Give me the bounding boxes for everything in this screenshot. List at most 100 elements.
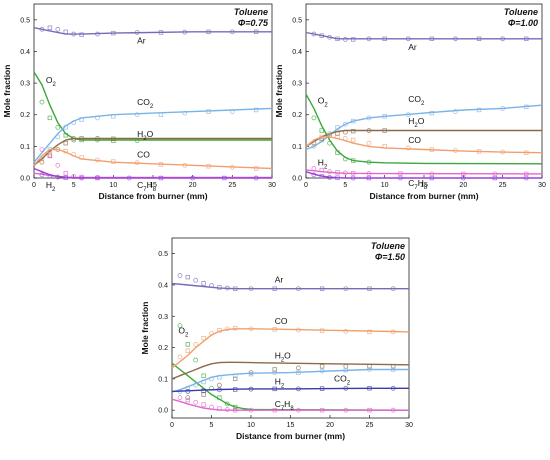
data-point <box>453 109 458 114</box>
label-sub: 2 <box>324 103 328 109</box>
x-tick-label: 10 <box>109 182 117 189</box>
data-point <box>193 357 199 363</box>
species-label: H2 <box>275 377 285 390</box>
label-main: H <box>137 129 143 139</box>
species-label: Ar <box>408 42 417 52</box>
x-tick-label: 5 <box>210 422 214 429</box>
x-tick-label: 30 <box>405 422 413 429</box>
y-tick-label: 0.5 <box>20 17 30 24</box>
label-after: H <box>284 399 290 409</box>
species-label: H2O <box>137 129 153 142</box>
label-sub: 7 <box>281 406 285 412</box>
data-point <box>63 140 68 146</box>
y-tick-label: 0.0 <box>20 176 30 183</box>
y-tick-label: 0.3 <box>158 314 168 321</box>
label-sub: 7 <box>143 187 147 193</box>
label-after: H <box>418 178 424 188</box>
label-main: H <box>46 180 52 190</box>
species-label: CO2 <box>408 94 425 107</box>
x-tick-label: 15 <box>420 182 428 189</box>
data-point <box>405 145 411 151</box>
data-point <box>39 147 45 152</box>
data-point <box>39 99 45 105</box>
series-line-c7h8 <box>305 171 542 179</box>
data-point <box>39 159 45 165</box>
series-line-c7h8 <box>171 398 409 411</box>
data-point <box>366 140 372 146</box>
y-tick-label: 0.3 <box>20 81 30 88</box>
data-point <box>311 143 317 149</box>
species-label: CO <box>137 149 150 159</box>
y-tick-label: 0.2 <box>292 112 302 119</box>
data-point <box>55 26 61 32</box>
chart-subtitle: Φ=0.75 <box>238 18 269 28</box>
data-point <box>224 401 230 407</box>
chart-title: Toluene <box>371 241 405 251</box>
data-point <box>63 171 68 176</box>
data-point <box>367 329 372 335</box>
chart-panel-3: 0 5 10 15 20 25 30 0.0 0.1 0.2 0.3 0.4 0.5 Distance f… <box>140 237 413 441</box>
series-line-co <box>305 136 543 154</box>
species-label: O2 <box>46 75 57 88</box>
chart-subtitle: Φ=1.00 <box>508 18 538 28</box>
label-sub2: 8 <box>153 187 157 193</box>
data-point <box>193 399 199 405</box>
species-label: H2O <box>408 116 424 129</box>
label-main: CO <box>408 135 421 145</box>
label-main: H <box>275 351 281 361</box>
x-axis-label: Distance from burner (mm) <box>369 191 478 201</box>
series-line-o2 <box>171 362 410 411</box>
species-label: Ar <box>275 274 284 284</box>
y-tick-label: 0.0 <box>292 176 302 183</box>
data-point <box>185 397 190 403</box>
x-tick-label: 20 <box>459 182 467 189</box>
label-after: O <box>147 129 154 139</box>
species-label: H2O <box>275 351 291 364</box>
y-axis-label: Mole fraction <box>2 65 12 118</box>
series-line-co2 <box>33 107 273 163</box>
data-point <box>193 342 199 347</box>
label-main: CO <box>408 94 421 104</box>
data-point <box>311 115 317 121</box>
x-tick-label: 15 <box>287 422 295 429</box>
data-point <box>55 162 61 168</box>
data-point <box>201 402 206 407</box>
data-point <box>319 128 324 133</box>
label-main: H <box>408 116 414 126</box>
label-sub: 2 <box>281 358 285 364</box>
label-main: CO <box>334 373 347 383</box>
y-tick-label: 0.4 <box>20 49 30 56</box>
data-point <box>47 153 53 159</box>
series-line-c7h8 <box>33 167 272 179</box>
label-main: Ar <box>408 42 417 52</box>
species-label: O2 <box>318 96 329 109</box>
data-point <box>216 382 222 388</box>
label-main: O <box>178 325 185 335</box>
label-main: H <box>318 157 324 167</box>
data-point <box>350 137 356 143</box>
y-tick-label: 0.0 <box>158 408 168 415</box>
x-axis-label: Distance from burner (mm) <box>236 431 345 441</box>
x-tick-label: 20 <box>326 422 334 429</box>
y-tick-label: 0.2 <box>158 345 168 352</box>
x-axis-label: Distance from burner (mm) <box>98 191 207 201</box>
x-tick-label: 15 <box>149 182 157 189</box>
data-point <box>177 354 183 360</box>
data-point <box>47 25 53 30</box>
data-point <box>177 395 183 401</box>
data-point <box>201 373 206 378</box>
series-line-ar <box>305 31 542 40</box>
y-tick-label: 0.2 <box>20 112 30 119</box>
data-point <box>272 367 277 372</box>
x-tick-label: 5 <box>72 182 76 189</box>
label-main: C <box>408 178 414 188</box>
label-sub2: 8 <box>424 185 428 191</box>
x-tick-label: 25 <box>366 422 374 429</box>
species-label: C7H8 <box>275 399 295 412</box>
species-label: H2 <box>46 180 56 193</box>
series-line-co2 <box>305 104 543 151</box>
data-point <box>185 348 190 353</box>
data-point <box>319 364 325 369</box>
label-sub: 2 <box>324 164 328 170</box>
species-label: C7H8 <box>408 178 428 191</box>
